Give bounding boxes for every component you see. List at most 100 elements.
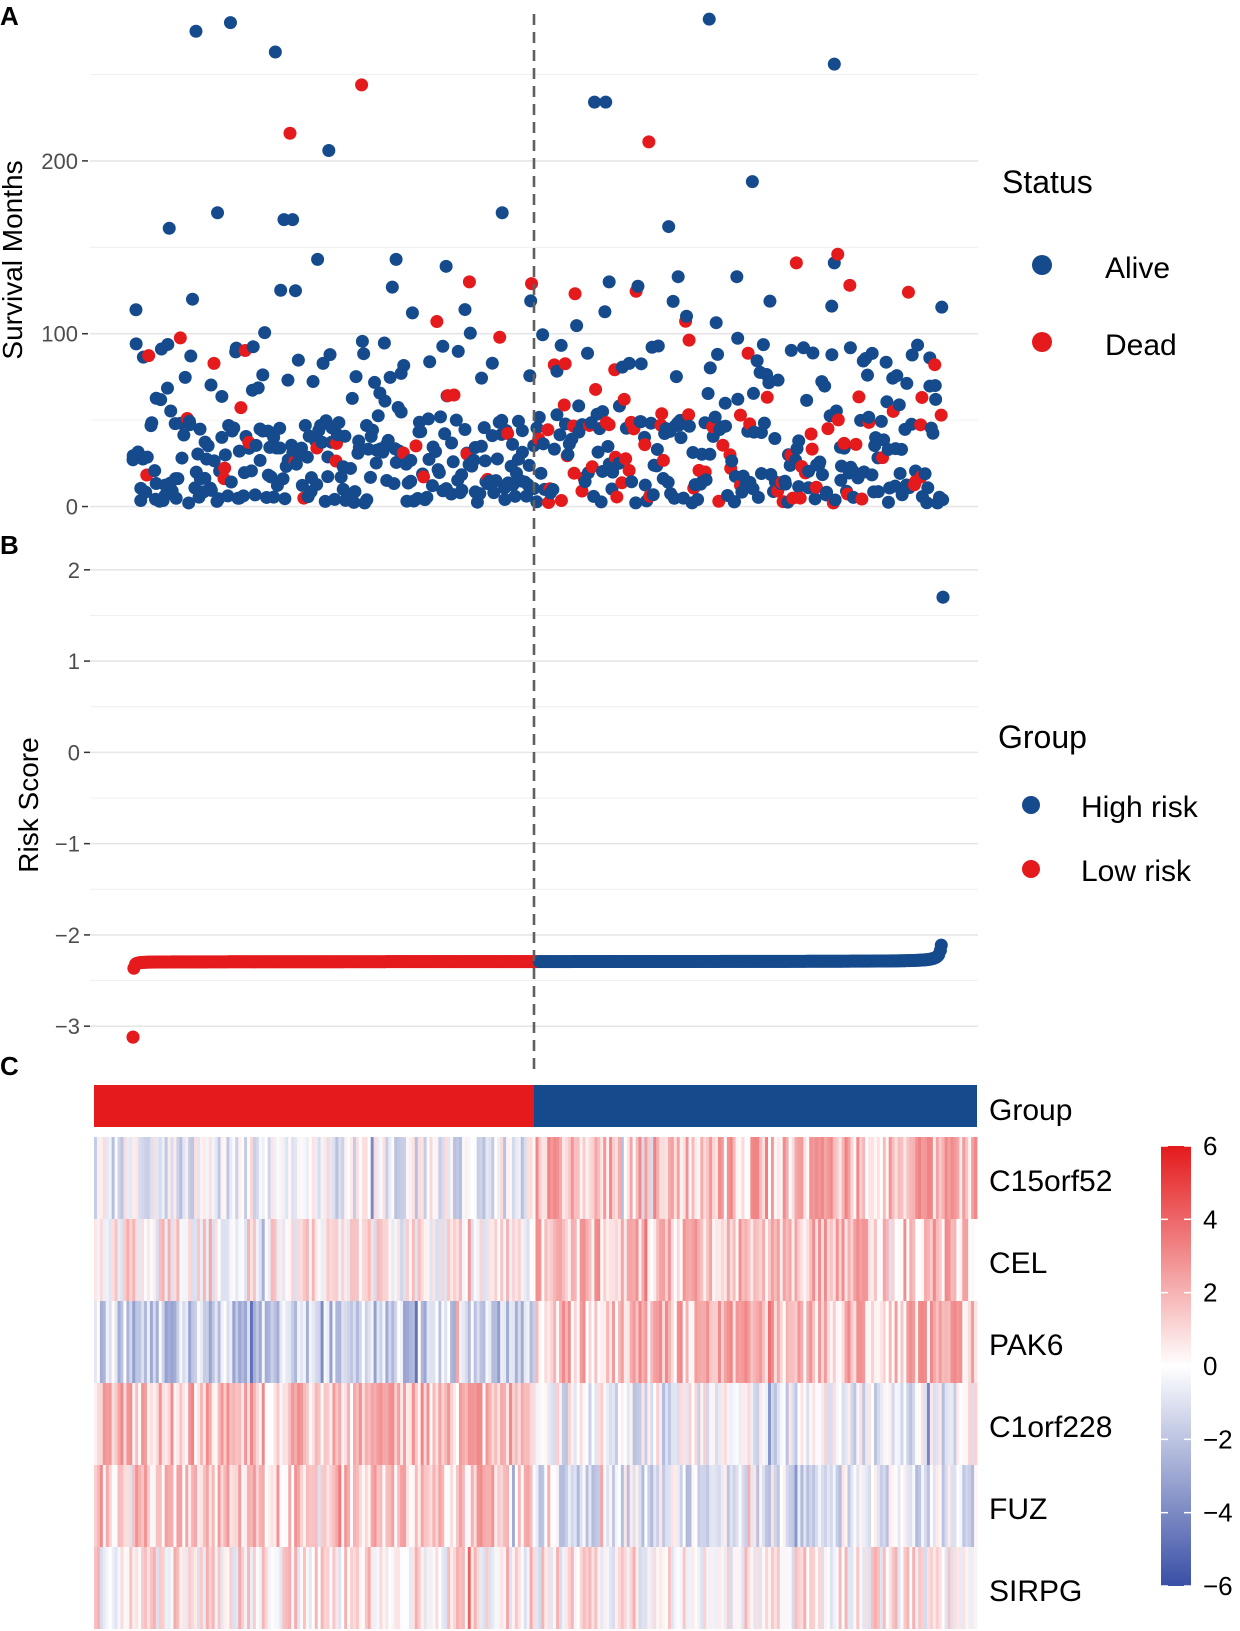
heatmap-cell [164, 1547, 168, 1629]
heatmap-cell [823, 1301, 828, 1383]
heatmap-cell [570, 1465, 575, 1547]
heatmap-cell [741, 1219, 745, 1301]
heatmap-cell [803, 1547, 807, 1629]
survival-point-alive [703, 361, 717, 375]
heatmap-cell [853, 1219, 857, 1301]
heatmap-cell [329, 1383, 333, 1465]
heatmap-cell [888, 1137, 893, 1219]
heatmap-cell [514, 1301, 519, 1383]
status-legend-title: Status [1002, 164, 1093, 200]
survival-point-alive [808, 492, 822, 506]
survival-point-alive [140, 450, 154, 464]
heatmap-cell [832, 1301, 837, 1383]
heatmap-cell [844, 1547, 848, 1629]
heatmap-cell [429, 1547, 433, 1629]
panel-c-tag: C [0, 1051, 19, 1081]
survival-point-alive [420, 490, 434, 504]
heatmap-cell [588, 1301, 592, 1383]
survival-point-alive [892, 398, 906, 412]
heatmap-cell [656, 1383, 660, 1465]
heatmap-cell [208, 1547, 213, 1629]
heatmap-cell [129, 1137, 133, 1219]
heatmap-cell [614, 1301, 619, 1383]
heatmap-cell [650, 1465, 654, 1547]
heatmap-cell [641, 1383, 645, 1465]
heatmap-cell [317, 1547, 322, 1629]
heatmap-cell [694, 1219, 698, 1301]
heatmap-cell [632, 1465, 636, 1547]
heatmap-cell [258, 1219, 263, 1301]
heatmap-cell [267, 1547, 271, 1629]
heatmap-cell [635, 1219, 639, 1301]
heatmap-cell [576, 1465, 581, 1547]
heatmap-cell [223, 1301, 227, 1383]
survival-point-dead [589, 382, 603, 396]
heatmap-cell [812, 1137, 816, 1219]
heatmap-cell [108, 1547, 113, 1629]
heatmap-cell [158, 1465, 163, 1547]
heatmap-cell [717, 1383, 722, 1465]
heatmap-cell [894, 1547, 898, 1629]
heatmap-cell [529, 1137, 533, 1219]
heatmap-cell [871, 1465, 875, 1547]
heatmap-cell [185, 1219, 189, 1301]
heatmap-cell [503, 1219, 507, 1301]
heatmap-cell [932, 1383, 937, 1465]
heatmap-cell [559, 1547, 563, 1629]
heatmap-cell [311, 1301, 316, 1383]
heatmap-cell [329, 1465, 333, 1547]
heatmap-cell [376, 1137, 380, 1219]
heatmap-cell [894, 1383, 898, 1465]
heatmap-cell [517, 1465, 522, 1547]
survival-point-alive [446, 455, 460, 469]
heatmap-cell [797, 1301, 801, 1383]
heatmap-cell [567, 1219, 572, 1301]
survival-point-alive [495, 206, 509, 220]
heatmap-cell [197, 1383, 201, 1465]
heatmap-cell [379, 1137, 383, 1219]
heatmap-cell [691, 1219, 695, 1301]
heatmap-cell [597, 1383, 601, 1465]
survival-point-alive [338, 429, 352, 443]
heatmap-cell [441, 1219, 445, 1301]
heatmap-cell [132, 1547, 136, 1629]
survival-point-alive [644, 416, 658, 430]
heatmap-cell [585, 1137, 589, 1219]
heatmap-cell [332, 1465, 336, 1547]
heatmap-cell [523, 1219, 528, 1301]
heatmap-cell [550, 1137, 554, 1219]
heatmap-cell [152, 1219, 157, 1301]
heatmap-cell [747, 1383, 751, 1465]
heatmap-cell [612, 1219, 616, 1301]
heatmap-cell [411, 1137, 416, 1219]
colorbar-tick-label: −6 [1203, 1571, 1233, 1601]
heatmap-cell [444, 1301, 448, 1383]
heatmap-cell [879, 1465, 884, 1547]
heatmap-cell [650, 1547, 654, 1629]
heatmap-cell [641, 1137, 645, 1219]
heatmap-cell [826, 1301, 831, 1383]
heatmap-cell [117, 1137, 121, 1219]
heatmap-cell [832, 1383, 837, 1465]
heatmap-cell [423, 1547, 427, 1629]
heatmap-cell [715, 1383, 719, 1465]
heatmap-cell [544, 1547, 548, 1629]
heatmap-cell [385, 1547, 389, 1629]
heatmap-cell [509, 1465, 513, 1547]
heatmap-cell [544, 1137, 548, 1219]
heatmap-cell [915, 1137, 919, 1219]
heatmap-cell [223, 1219, 227, 1301]
survival-point-alive [553, 428, 567, 442]
heatmap-cell [974, 1465, 978, 1547]
heatmap-cell [511, 1547, 516, 1629]
heatmap-cell [400, 1219, 404, 1301]
heatmap-cell [929, 1219, 934, 1301]
heatmap-cell [323, 1547, 327, 1629]
heatmap-cell [603, 1547, 607, 1629]
heatmap-cell [835, 1465, 840, 1547]
heatmap-cell [241, 1219, 245, 1301]
heatmap-cell [247, 1137, 251, 1219]
heatmap-cell [720, 1547, 725, 1629]
heatmap-cell [426, 1219, 430, 1301]
heatmap-cell [347, 1547, 351, 1629]
